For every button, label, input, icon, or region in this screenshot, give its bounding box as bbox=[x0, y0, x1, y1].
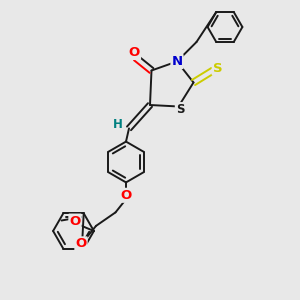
Text: O: O bbox=[120, 189, 132, 202]
Text: H: H bbox=[113, 118, 122, 131]
Text: O: O bbox=[75, 237, 87, 250]
Text: O: O bbox=[129, 46, 140, 59]
Text: S: S bbox=[176, 103, 184, 116]
Text: N: N bbox=[171, 55, 183, 68]
Text: O: O bbox=[69, 214, 81, 228]
Text: S: S bbox=[213, 61, 222, 75]
